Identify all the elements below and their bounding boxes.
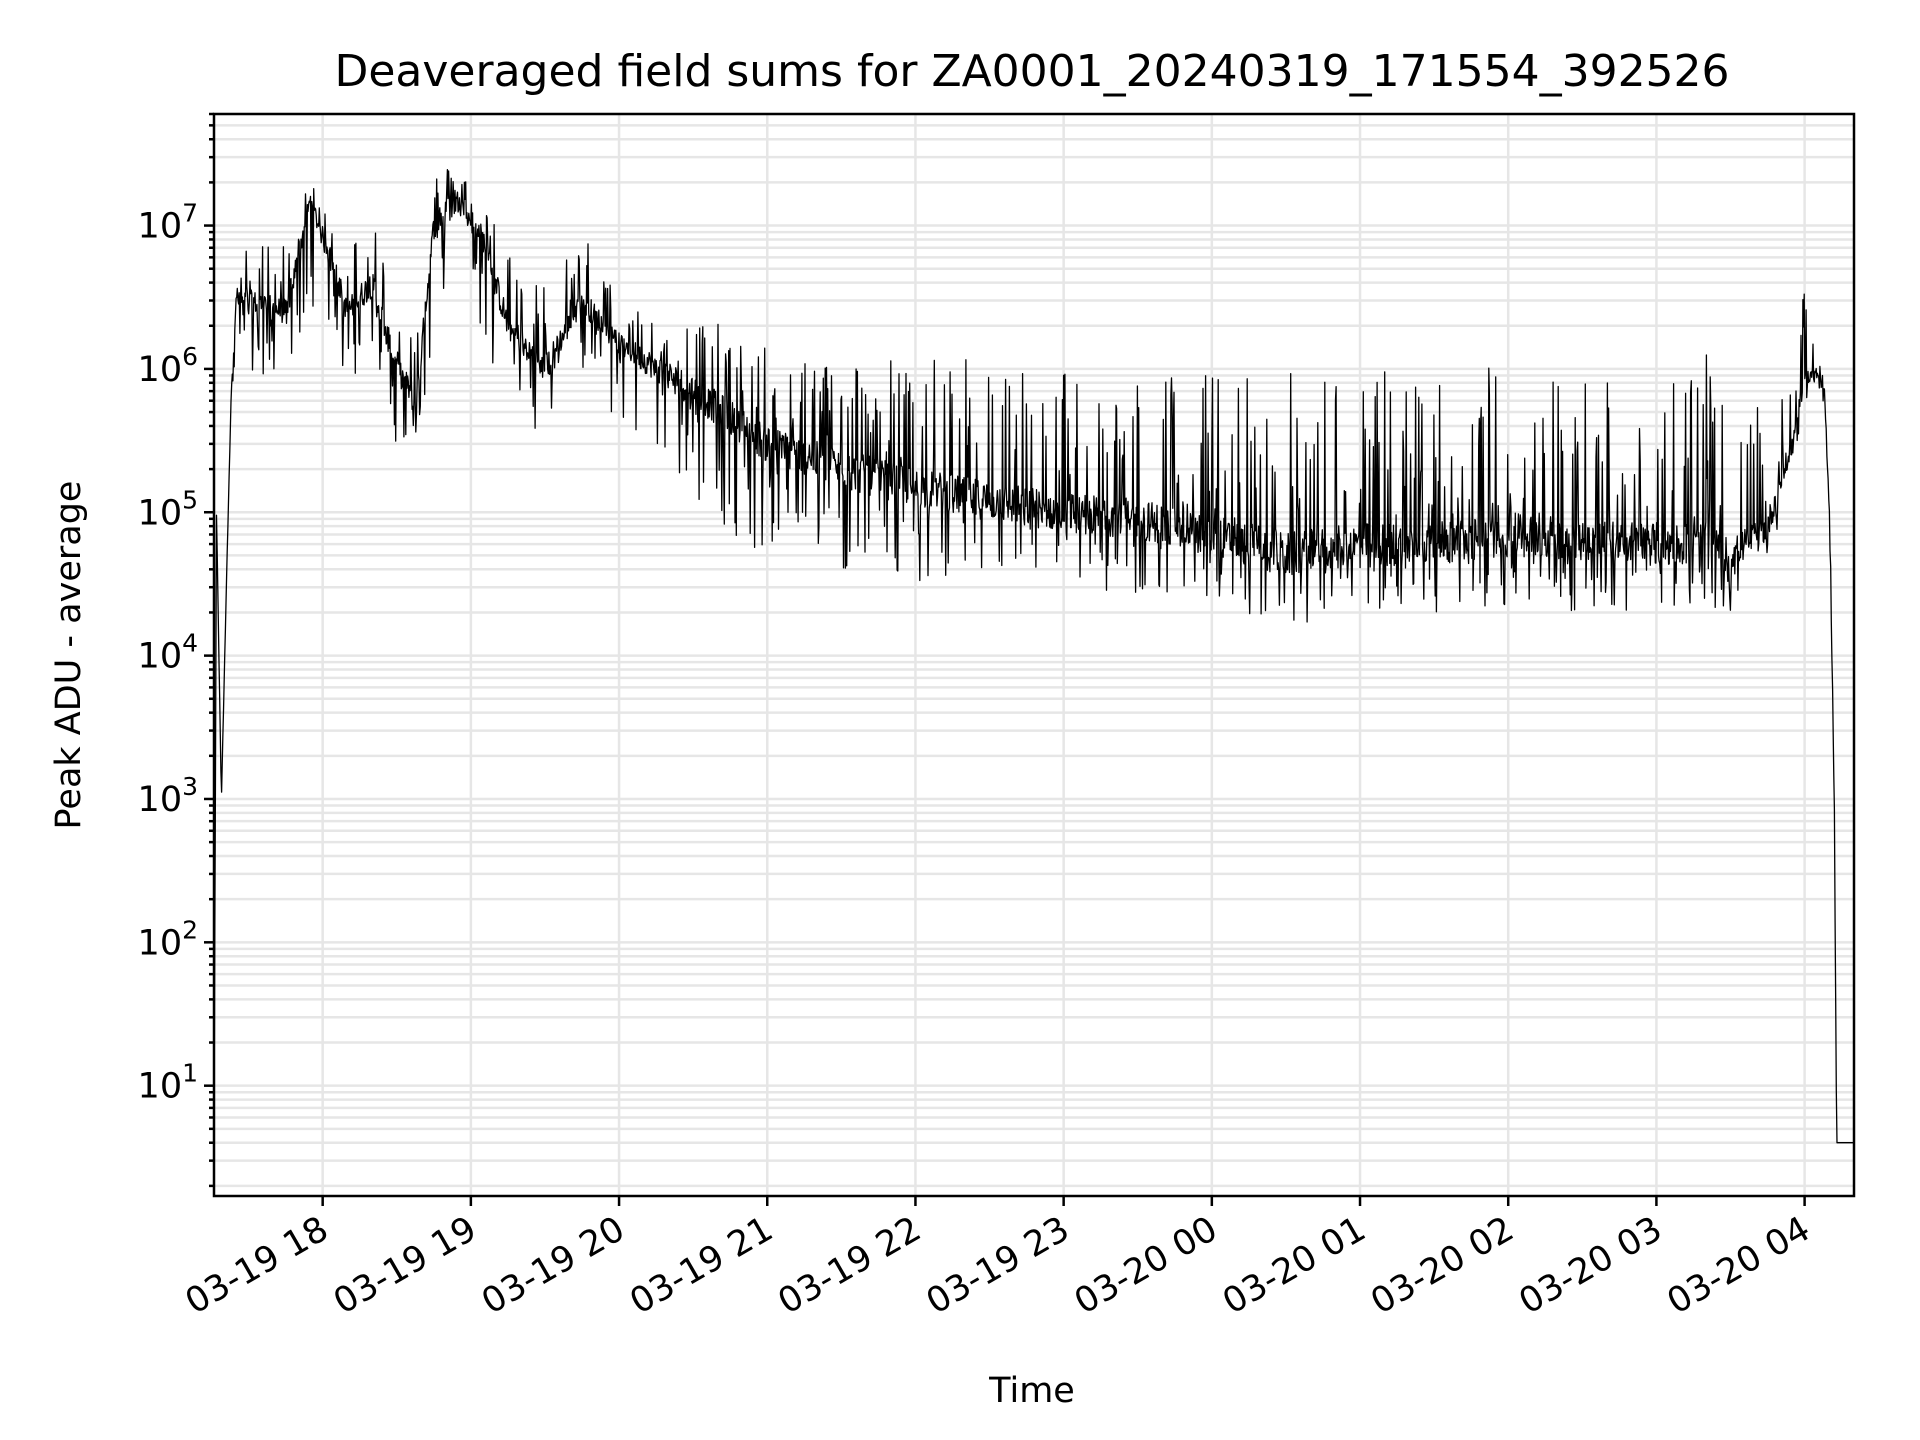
chart-title: Deaveraged field sums for ZA0001_2024031… (334, 46, 1729, 97)
x-tick-label: 03-19 20 (475, 1209, 631, 1322)
x-tick-label: 03-20 03 (1513, 1209, 1669, 1322)
series-layer (213, 169, 1855, 1144)
y-tick-label: 102 (138, 915, 198, 963)
x-tick-label: 03-20 04 (1661, 1209, 1817, 1322)
x-tick-label: 03-19 22 (772, 1209, 928, 1322)
x-tick-label: 03-20 01 (1216, 1209, 1372, 1322)
x-tick-label: 03-20 00 (1068, 1209, 1224, 1322)
x-tick-label: 03-19 18 (179, 1209, 335, 1322)
y-axis: 101 102 103 104 105 106 107 (138, 112, 214, 1188)
y-tick-label: 101 (138, 1059, 198, 1107)
series-line (213, 169, 1855, 1144)
x-tick-label: 03-19 19 (327, 1209, 483, 1322)
y-axis-label: Peak ADU - average (49, 481, 89, 830)
grid (214, 112, 1854, 1196)
x-tick-label: 03-19 21 (623, 1209, 779, 1322)
y-tick-label: 106 (138, 342, 198, 390)
y-tick-label: 104 (138, 629, 198, 677)
x-tick-label: 03-19 23 (920, 1209, 1076, 1322)
y-tick-label: 103 (138, 772, 198, 820)
x-axis-label: Time (988, 1371, 1075, 1411)
y-tick-label: 105 (138, 485, 198, 533)
x-tick-label: 03-20 02 (1364, 1209, 1520, 1322)
y-tick-label: 107 (138, 199, 198, 247)
